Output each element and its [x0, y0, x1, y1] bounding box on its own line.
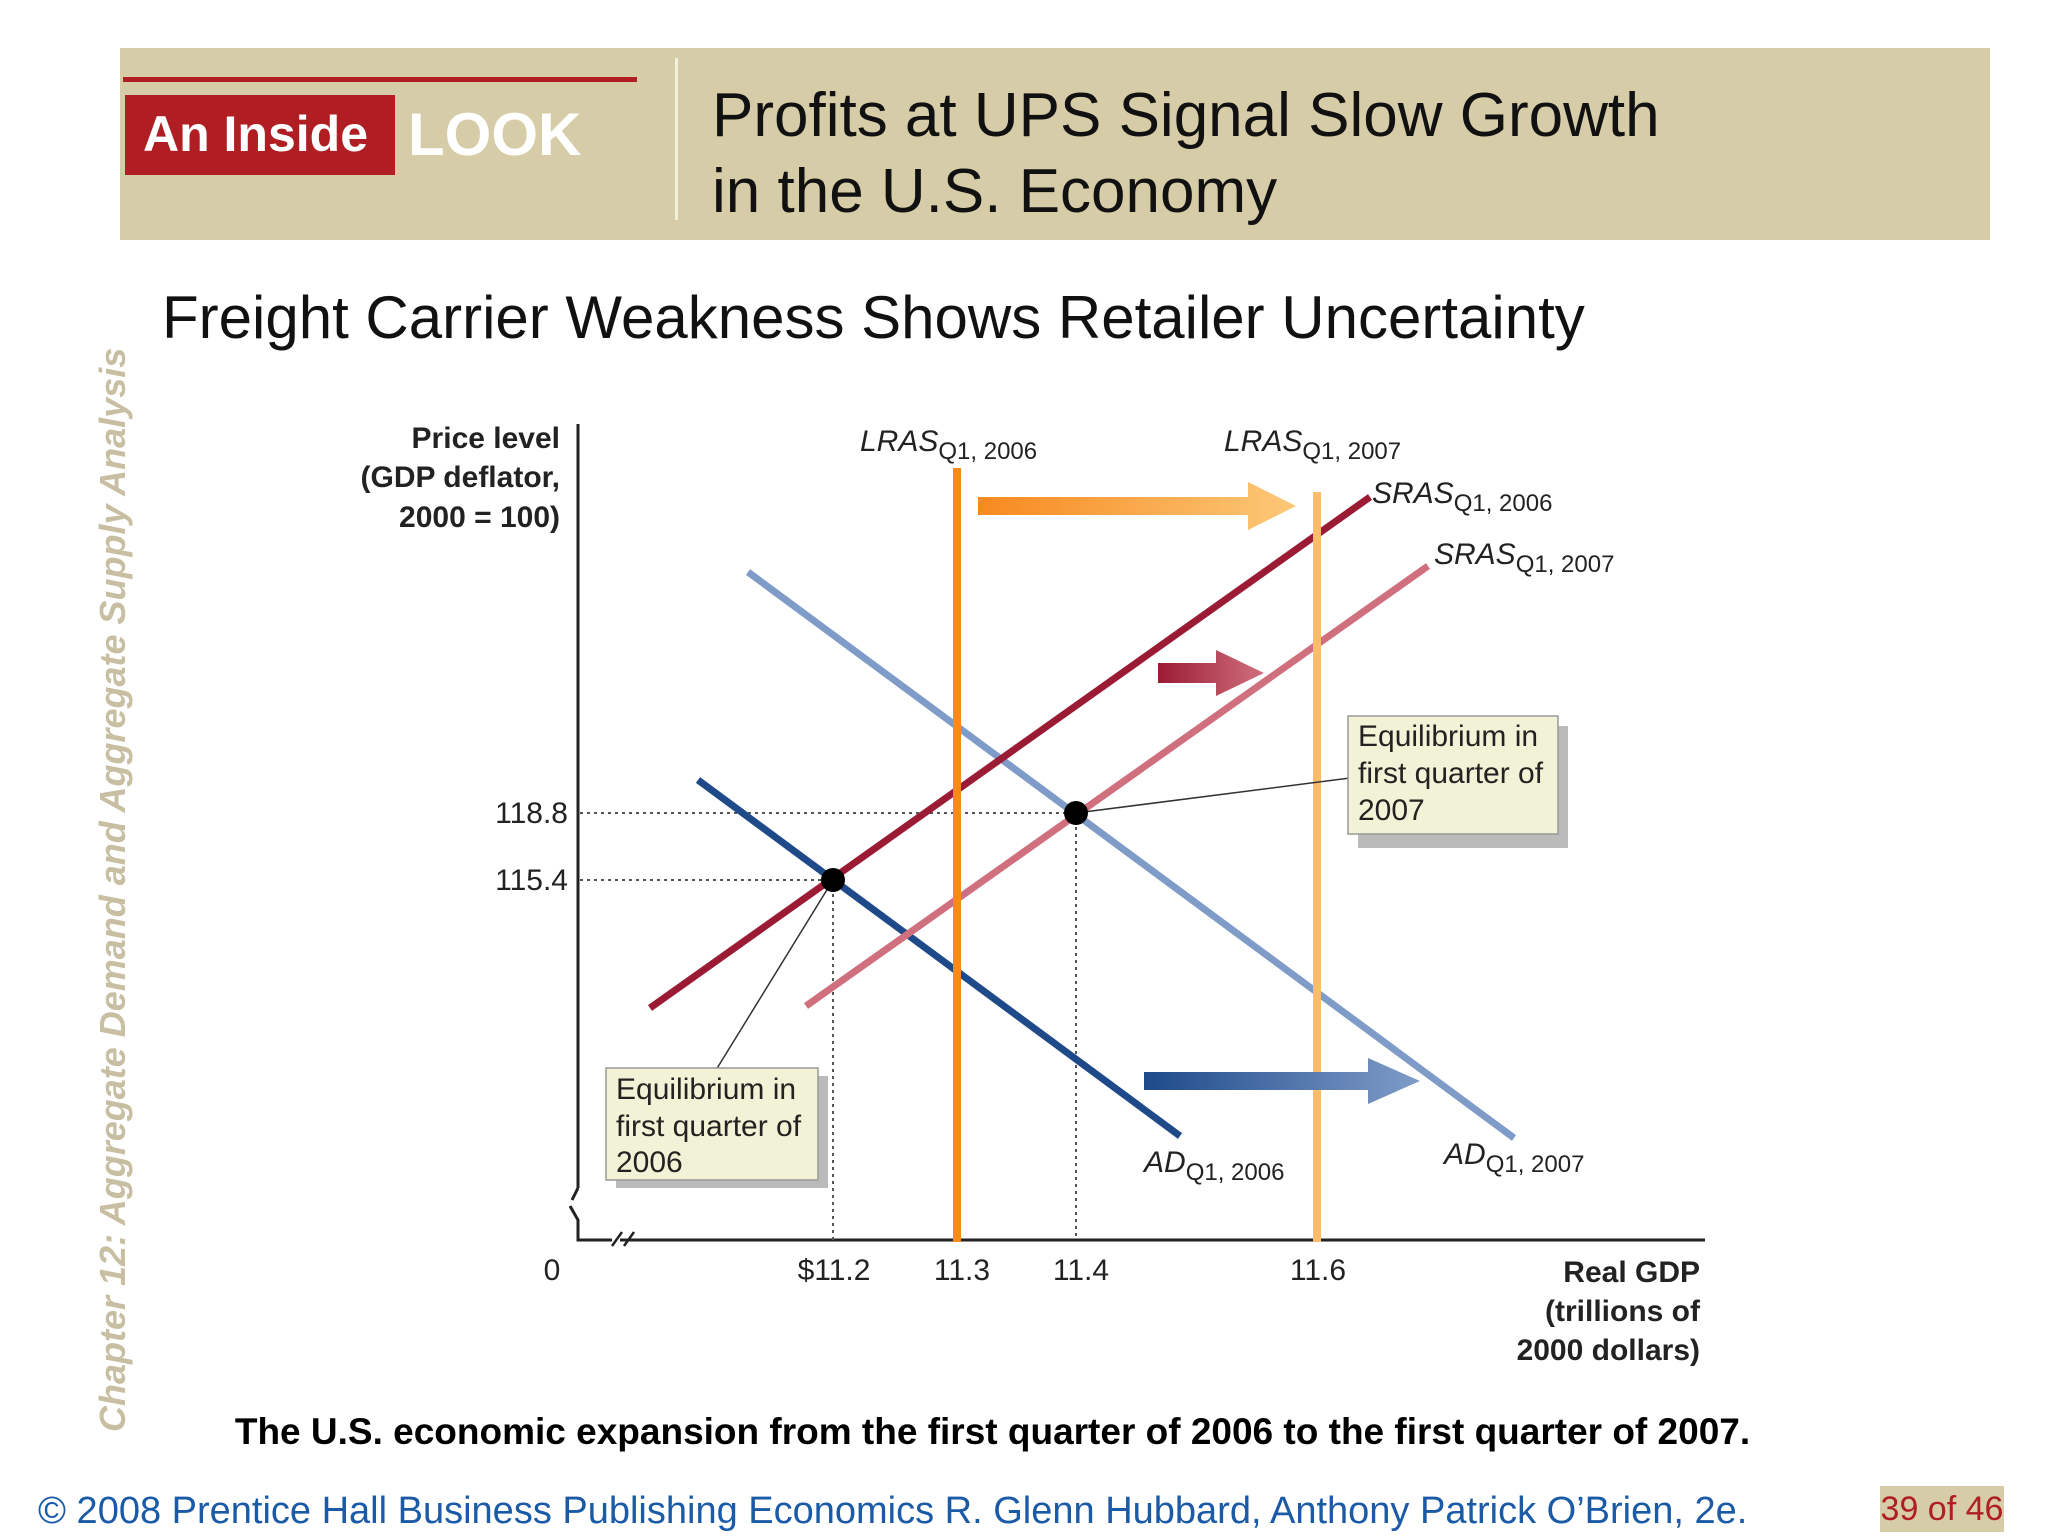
equilibrium-2006-point [821, 868, 845, 892]
sras-2007-label-sub: Q1, 2007 [1516, 551, 1615, 578]
y-tick-115-4: 115.4 [495, 864, 568, 897]
lras-2006-label-sub: Q1, 2006 [938, 438, 1037, 465]
callout-2007-box [1347, 715, 1559, 835]
y-axis-label-line-3: 2000 = 100) [399, 501, 560, 534]
header-accent-line [123, 77, 637, 82]
sras-2006-label: SRASQ1, 2006 [1372, 477, 1552, 517]
sras-2007-label-name: SRAS [1434, 538, 1516, 571]
figure-caption: The U.S. economic expansion from the fir… [234, 1411, 1751, 1452]
header-divider [675, 58, 678, 220]
x-axis-label-line-3: 2000 dollars) [1517, 1334, 1700, 1367]
callout-2007-line-3: 2007 [1358, 794, 1425, 827]
axis-break-y [568, 1187, 612, 1242]
callout-2006-leader [715, 879, 834, 1071]
sras-2006-label-name: SRAS [1372, 477, 1454, 510]
sras-2006-label-sub: Q1, 2006 [1454, 490, 1553, 517]
equilibrium-2007-point [1064, 801, 1088, 825]
slide-title: Profits at UPS Signal Slow Growth in the… [712, 81, 1660, 226]
x-axis-label-line-2: (trillions of [1545, 1295, 1701, 1328]
sras-2007-curve [803, 563, 1431, 1009]
brand-inside-text: An Inside [143, 106, 369, 162]
lras-2006-label: LRASQ1, 2006 [860, 425, 1037, 465]
lras-2007-label-sub: Q1, 2007 [1302, 438, 1401, 465]
ad-2006-label-sub: Q1, 2006 [1186, 1159, 1285, 1186]
callout-2006-line-3: 2006 [616, 1146, 683, 1179]
callout-2007-line-2: first quarter of [1358, 757, 1544, 790]
y-tick-118-8: 118.8 [495, 797, 568, 830]
callout-2007-line-1: Equilibrium in [1358, 720, 1538, 753]
origin-label: 0 [544, 1254, 561, 1287]
ad-2007-label-name: AD [1442, 1138, 1486, 1171]
ad-2006-curve [695, 777, 1183, 1139]
ad-2006-label: ADQ1, 2006 [1142, 1146, 1284, 1186]
x-tick-11-3: 11.3 [934, 1254, 990, 1287]
lras-2006-label-name: LRAS [860, 425, 938, 458]
ad-2007-curve [745, 569, 1517, 1141]
x-tick-11-6: 11.6 [1290, 1254, 1346, 1287]
brand-box [125, 95, 395, 175]
footer-credit: © 2008 Prentice Hall Business Publishing… [38, 1490, 1748, 1532]
callout-2006-line-2: first quarter of [616, 1110, 802, 1143]
x-axis-label-line-1: Real GDP [1563, 1256, 1700, 1289]
ad-2007-label-sub: Q1, 2007 [1486, 1151, 1585, 1178]
ad-shift-arrow [1144, 1058, 1420, 1104]
slide-subtitle: Freight Carrier Weakness Shows Retailer … [162, 284, 1585, 351]
ad-2007-label: ADQ1, 2007 [1442, 1138, 1584, 1178]
y-axis-label-line-1: Price level [412, 422, 560, 455]
callout-2006-box [605, 1067, 819, 1181]
x-tick-11-2: $11.2 [798, 1254, 871, 1287]
x-tick-11-4: 11.4 [1053, 1254, 1109, 1287]
sras-2006-curve [647, 494, 1373, 1011]
lras-2007-label-name: LRAS [1224, 425, 1302, 458]
lras-shift-arrow [978, 482, 1296, 530]
callout-2007-leader [1075, 777, 1351, 814]
axis-break-x [610, 1231, 636, 1247]
sras-shift-arrow [1158, 650, 1264, 696]
ad-2006-label-name: AD [1142, 1146, 1186, 1179]
sras-2007-label: SRASQ1, 2007 [1434, 538, 1614, 578]
callout-2006-line-1: Equilibrium in [616, 1073, 796, 1106]
page-number: 39 of 46 [1880, 1486, 2004, 1532]
brand-look-text: LOOK [408, 101, 582, 168]
lras-2007-label: LRASQ1, 2007 [1224, 425, 1401, 465]
y-axis-label-line-2: (GDP deflator, [361, 461, 560, 494]
